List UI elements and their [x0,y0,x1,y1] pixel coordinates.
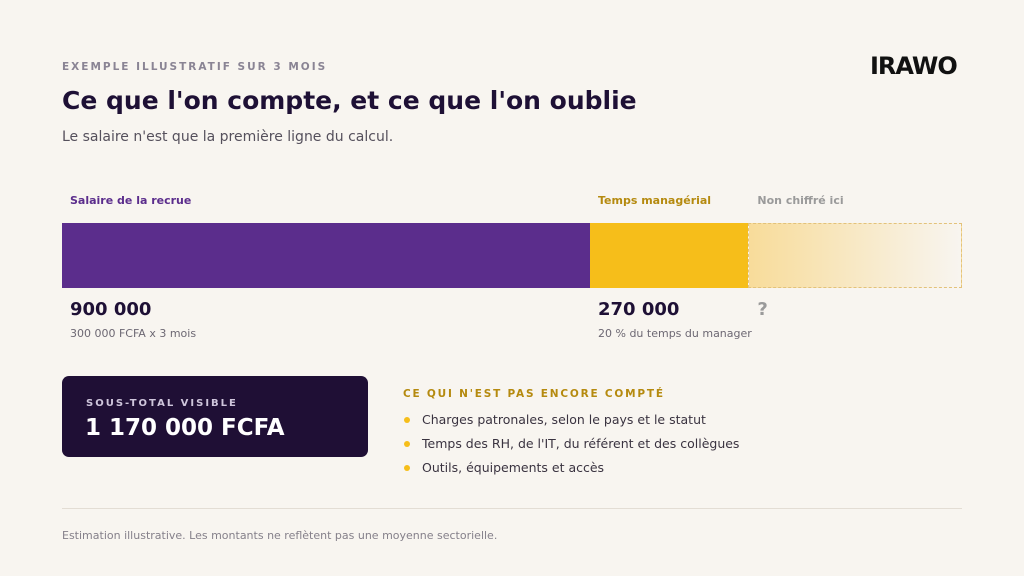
bullet [404,417,410,423]
bar-segment [590,223,749,288]
bullet [404,465,410,471]
missing-item: Outils, équipements et accès [422,460,605,475]
missing-item: Temps des RH, de l'IT, du référent et de… [422,436,740,451]
eyebrow: EXEMPLE ILLUSTRATIF SUR 3 MOIS [62,61,328,73]
footnote: Estimation illustrative. Les montants ne… [62,529,498,542]
segment-value: 270 000 [598,299,680,320]
segment-label: Temps managérial [598,194,712,207]
unknown-label: Non chiffré ici [757,194,844,207]
subtitle: Le salaire n'est que la première ligne d… [62,129,394,145]
bar-segment [62,223,590,288]
segment-label: Salaire de la recrue [70,194,192,207]
bullet [404,441,410,447]
subtotal-value: 1 170 000 FCFA [85,415,285,441]
missing-item: Charges patronales, selon le pays et le … [422,412,706,427]
segment-note: 300 000 FCFA x 3 mois [70,327,197,340]
title: Ce que l'on compte, et ce que l'on oubli… [62,86,637,115]
subtotal-label: SOUS-TOTAL VISIBLE [86,398,238,409]
subtotal-box: SOUS-TOTAL VISIBLE 1 170 000 FCFA [62,376,368,457]
logo: IRAWO [870,52,958,80]
segment-note: 20 % du temps du manager [598,327,752,340]
segment-value: 900 000 [70,299,152,320]
unknown-segment [748,223,962,288]
missing-title: CE QUI N'EST PAS ENCORE COMPTÉ [403,388,665,400]
divider [62,508,962,509]
unknown-value: ? [757,299,768,320]
